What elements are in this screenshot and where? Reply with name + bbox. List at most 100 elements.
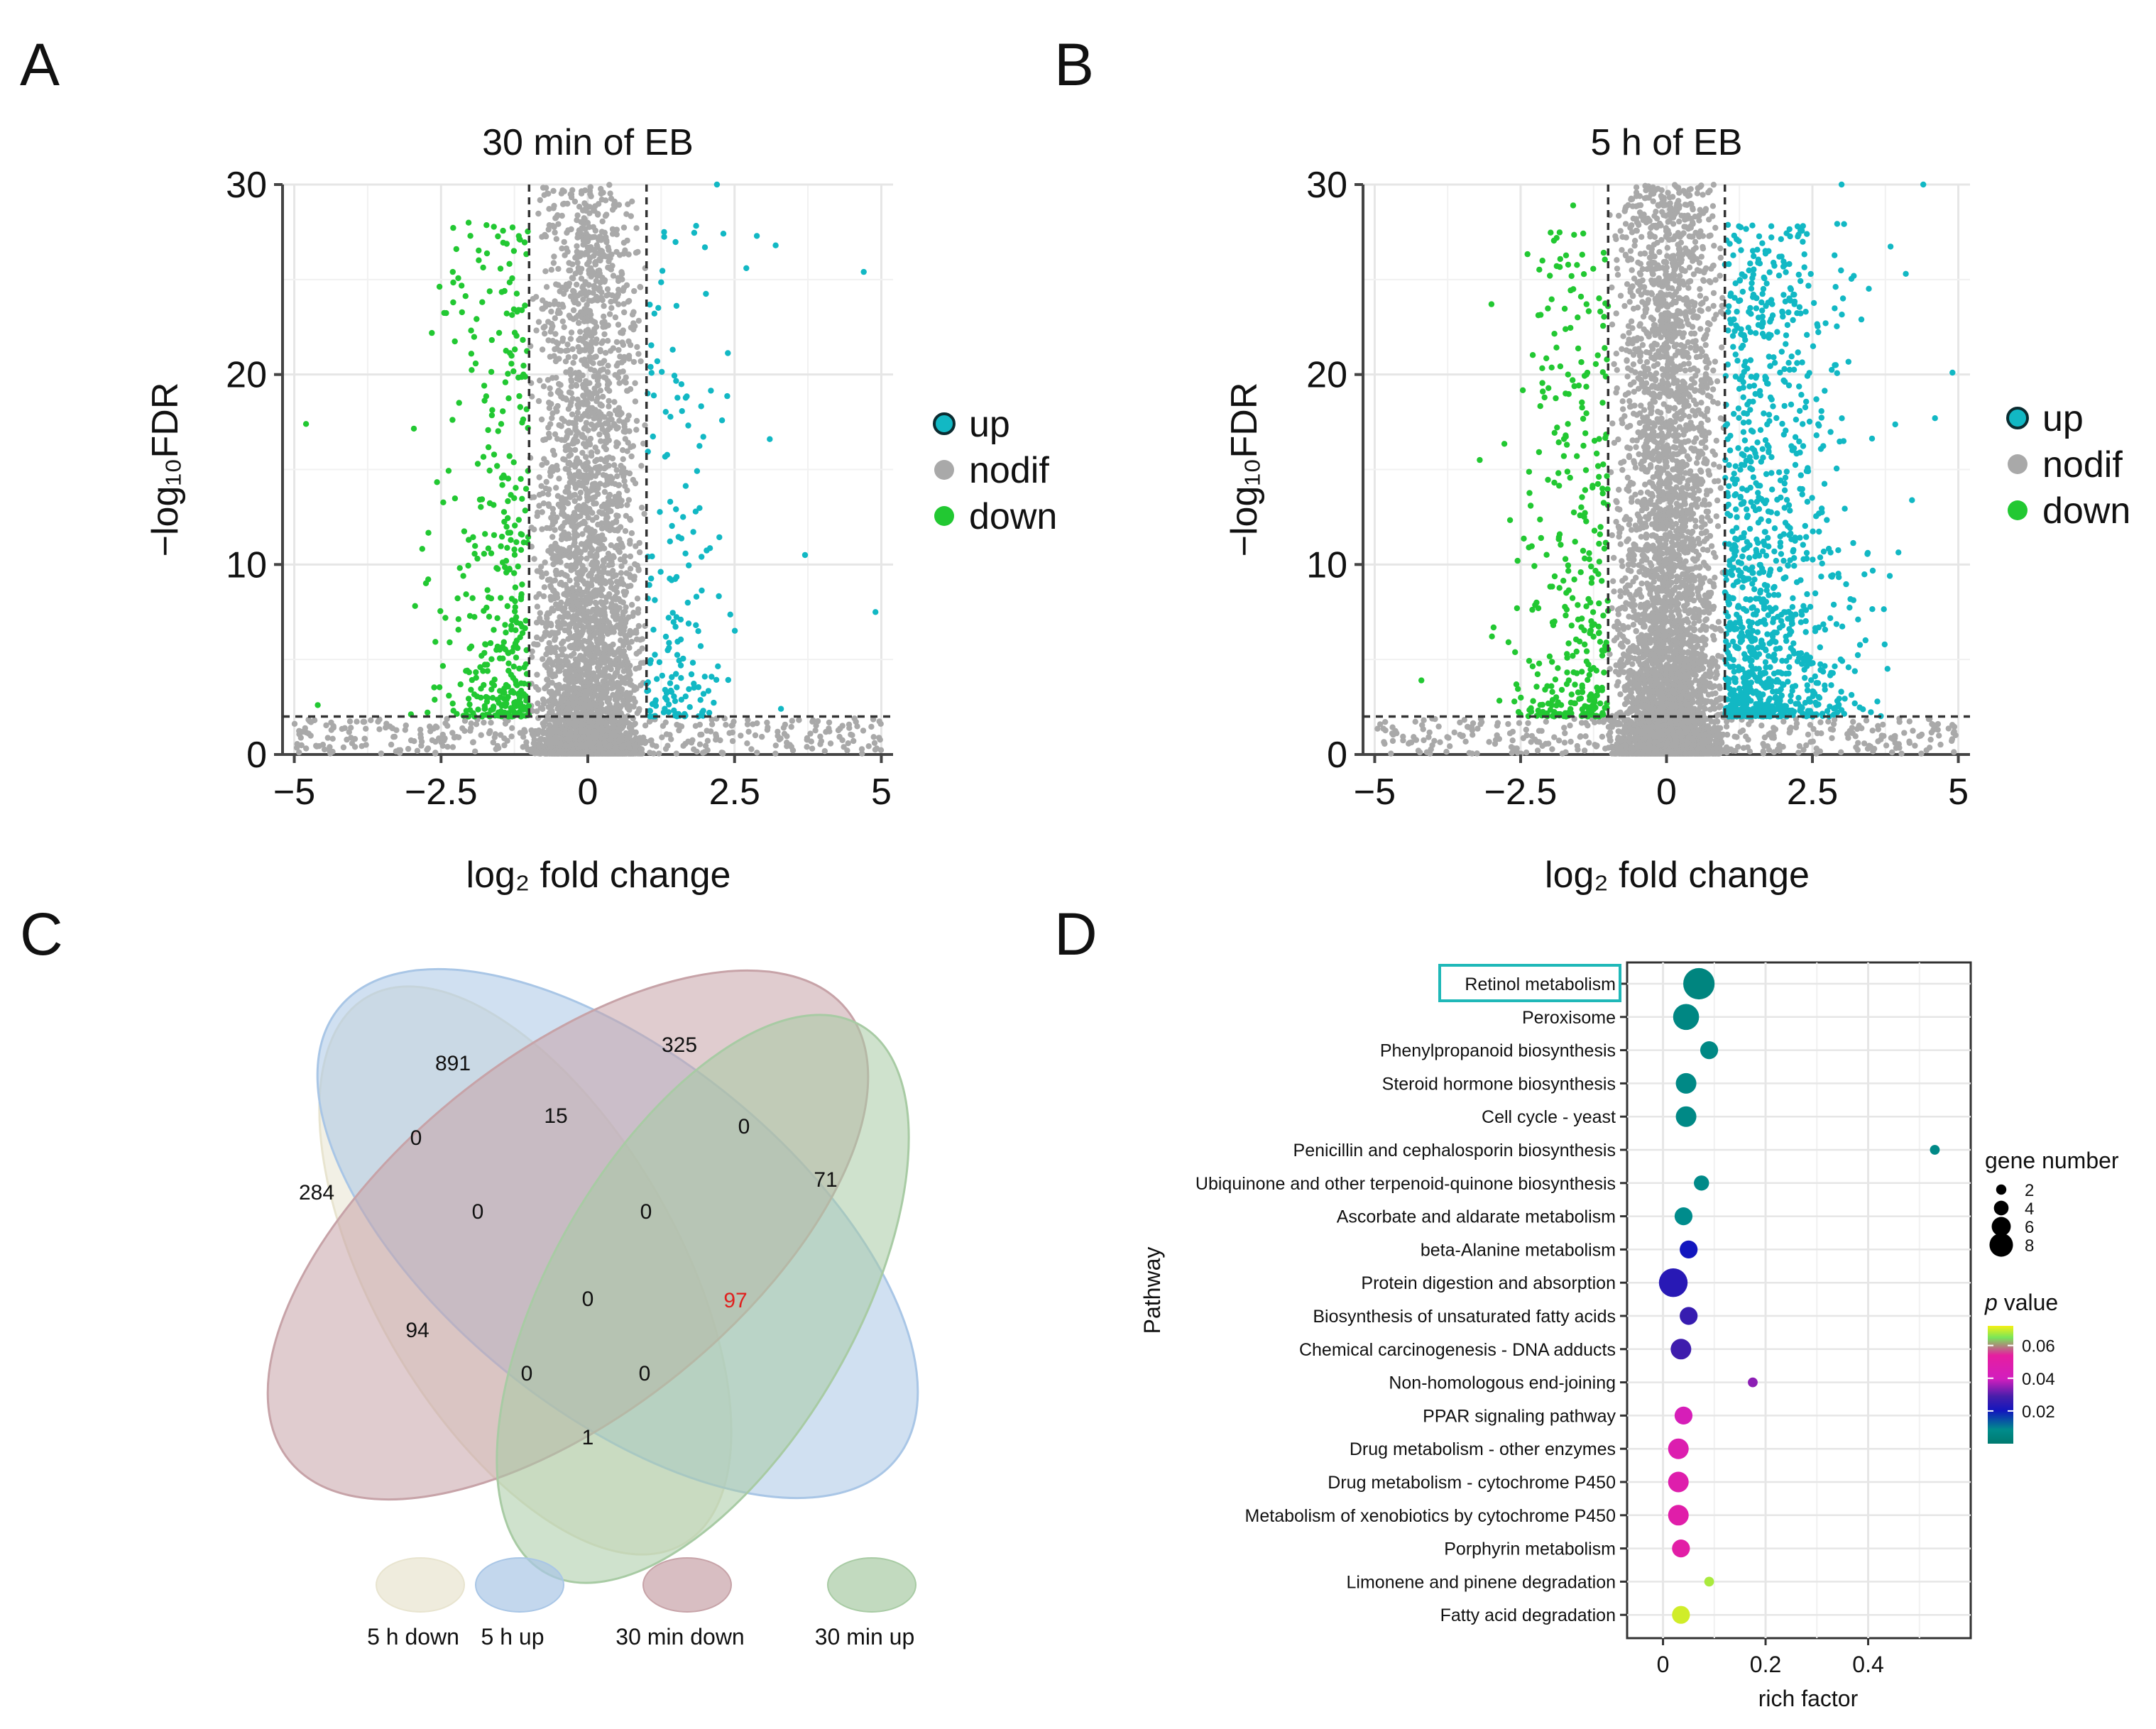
nodif-point: [583, 662, 590, 669]
nodif-point: [638, 505, 645, 511]
up-point: [652, 652, 658, 658]
nodif-point: [588, 312, 594, 318]
nodif-point: [581, 200, 588, 207]
nodif-point: [542, 718, 548, 725]
nodif-point: [620, 447, 626, 454]
nodif-point: [547, 576, 553, 583]
nodif-point: [598, 190, 604, 197]
up-point: [652, 597, 658, 603]
nodif-point: [544, 613, 550, 619]
nodif-point: [587, 184, 593, 190]
nodif-point: [826, 725, 832, 732]
panel-letter: B: [1054, 31, 1094, 98]
nodif-point: [582, 334, 589, 341]
down-point: [468, 686, 474, 693]
nodif-point: [576, 654, 583, 660]
nodif-point: [627, 341, 634, 348]
nodif-point: [568, 329, 575, 336]
up-point: [678, 381, 685, 388]
nodif-point: [575, 601, 581, 608]
legend-label-up: up: [969, 404, 1010, 445]
nodif-point: [607, 660, 613, 666]
nodif-point: [631, 747, 638, 753]
nodif-point: [590, 360, 596, 366]
down-point: [439, 663, 447, 669]
nodif-point: [567, 554, 573, 561]
nodif-point: [604, 698, 611, 705]
down-point: [445, 468, 452, 474]
nodif-point: [723, 722, 729, 728]
nodif-point: [612, 314, 619, 321]
down-point: [446, 692, 452, 699]
nodif-point: [615, 748, 621, 755]
nodif-point: [591, 653, 597, 659]
up-point: [675, 534, 682, 540]
nodif-point: [291, 720, 298, 727]
nodif-point: [634, 344, 640, 351]
nodif-point: [575, 344, 581, 351]
nodif-point: [363, 725, 369, 732]
nodif-point: [296, 749, 302, 756]
nodif-point: [571, 592, 578, 599]
nodif-point: [594, 422, 601, 428]
nodif-point: [1619, 563, 1626, 569]
nodif-point: [537, 377, 543, 384]
nodif-point: [625, 439, 631, 446]
up-point: [701, 674, 708, 680]
nodif-point: [752, 732, 759, 739]
down-point: [498, 421, 505, 427]
nodif-point: [595, 521, 601, 528]
nodif-point: [581, 637, 588, 644]
nodif-point: [550, 260, 557, 266]
down-point: [483, 698, 491, 705]
down-point: [515, 233, 522, 239]
nodif-point: [635, 248, 641, 256]
down-point: [422, 580, 429, 586]
nodif-point: [554, 706, 561, 712]
up-point: [700, 434, 706, 440]
nodif-point: [557, 502, 564, 508]
down-point: [454, 595, 461, 602]
nodif-point: [569, 275, 576, 281]
down-point: [482, 531, 488, 537]
nodif-point: [567, 293, 574, 300]
nodif-point: [557, 382, 564, 388]
nodif-point: [584, 510, 590, 517]
nodif-point: [583, 679, 589, 685]
nodif-point: [606, 291, 612, 298]
down-point: [503, 310, 510, 317]
nodif-point: [668, 736, 674, 742]
nodif-point: [622, 429, 628, 435]
nodif-point: [608, 304, 615, 312]
nodif-point: [615, 374, 622, 381]
nodif-point: [569, 695, 576, 701]
nodif-point: [632, 398, 639, 405]
nodif-point: [609, 475, 615, 482]
nodif-point: [492, 731, 498, 737]
nodif-point: [597, 401, 604, 407]
nodif-point: [542, 304, 549, 310]
nodif-point: [545, 659, 551, 666]
nodif-point: [578, 275, 585, 282]
nodif-point: [559, 302, 566, 308]
nodif-point: [648, 737, 655, 744]
down-point: [476, 257, 482, 263]
nodif-point: [586, 329, 593, 336]
nodif-point: [552, 215, 559, 221]
nodif-point: [1709, 448, 1716, 455]
nodif-point: [620, 224, 628, 231]
nodif-point: [551, 451, 558, 458]
nodif-point: [596, 708, 603, 715]
nodif-point: [554, 657, 561, 664]
down-point: [465, 696, 472, 702]
nodif-point: [627, 553, 634, 560]
nodif-point: [574, 281, 580, 288]
nodif-point: [442, 735, 448, 742]
nodif-point: [615, 360, 621, 367]
up-point: [711, 699, 717, 706]
nodif-point: [566, 459, 573, 466]
down-point: [500, 408, 506, 415]
nodif-point: [567, 729, 574, 735]
nodif-point: [549, 510, 557, 517]
